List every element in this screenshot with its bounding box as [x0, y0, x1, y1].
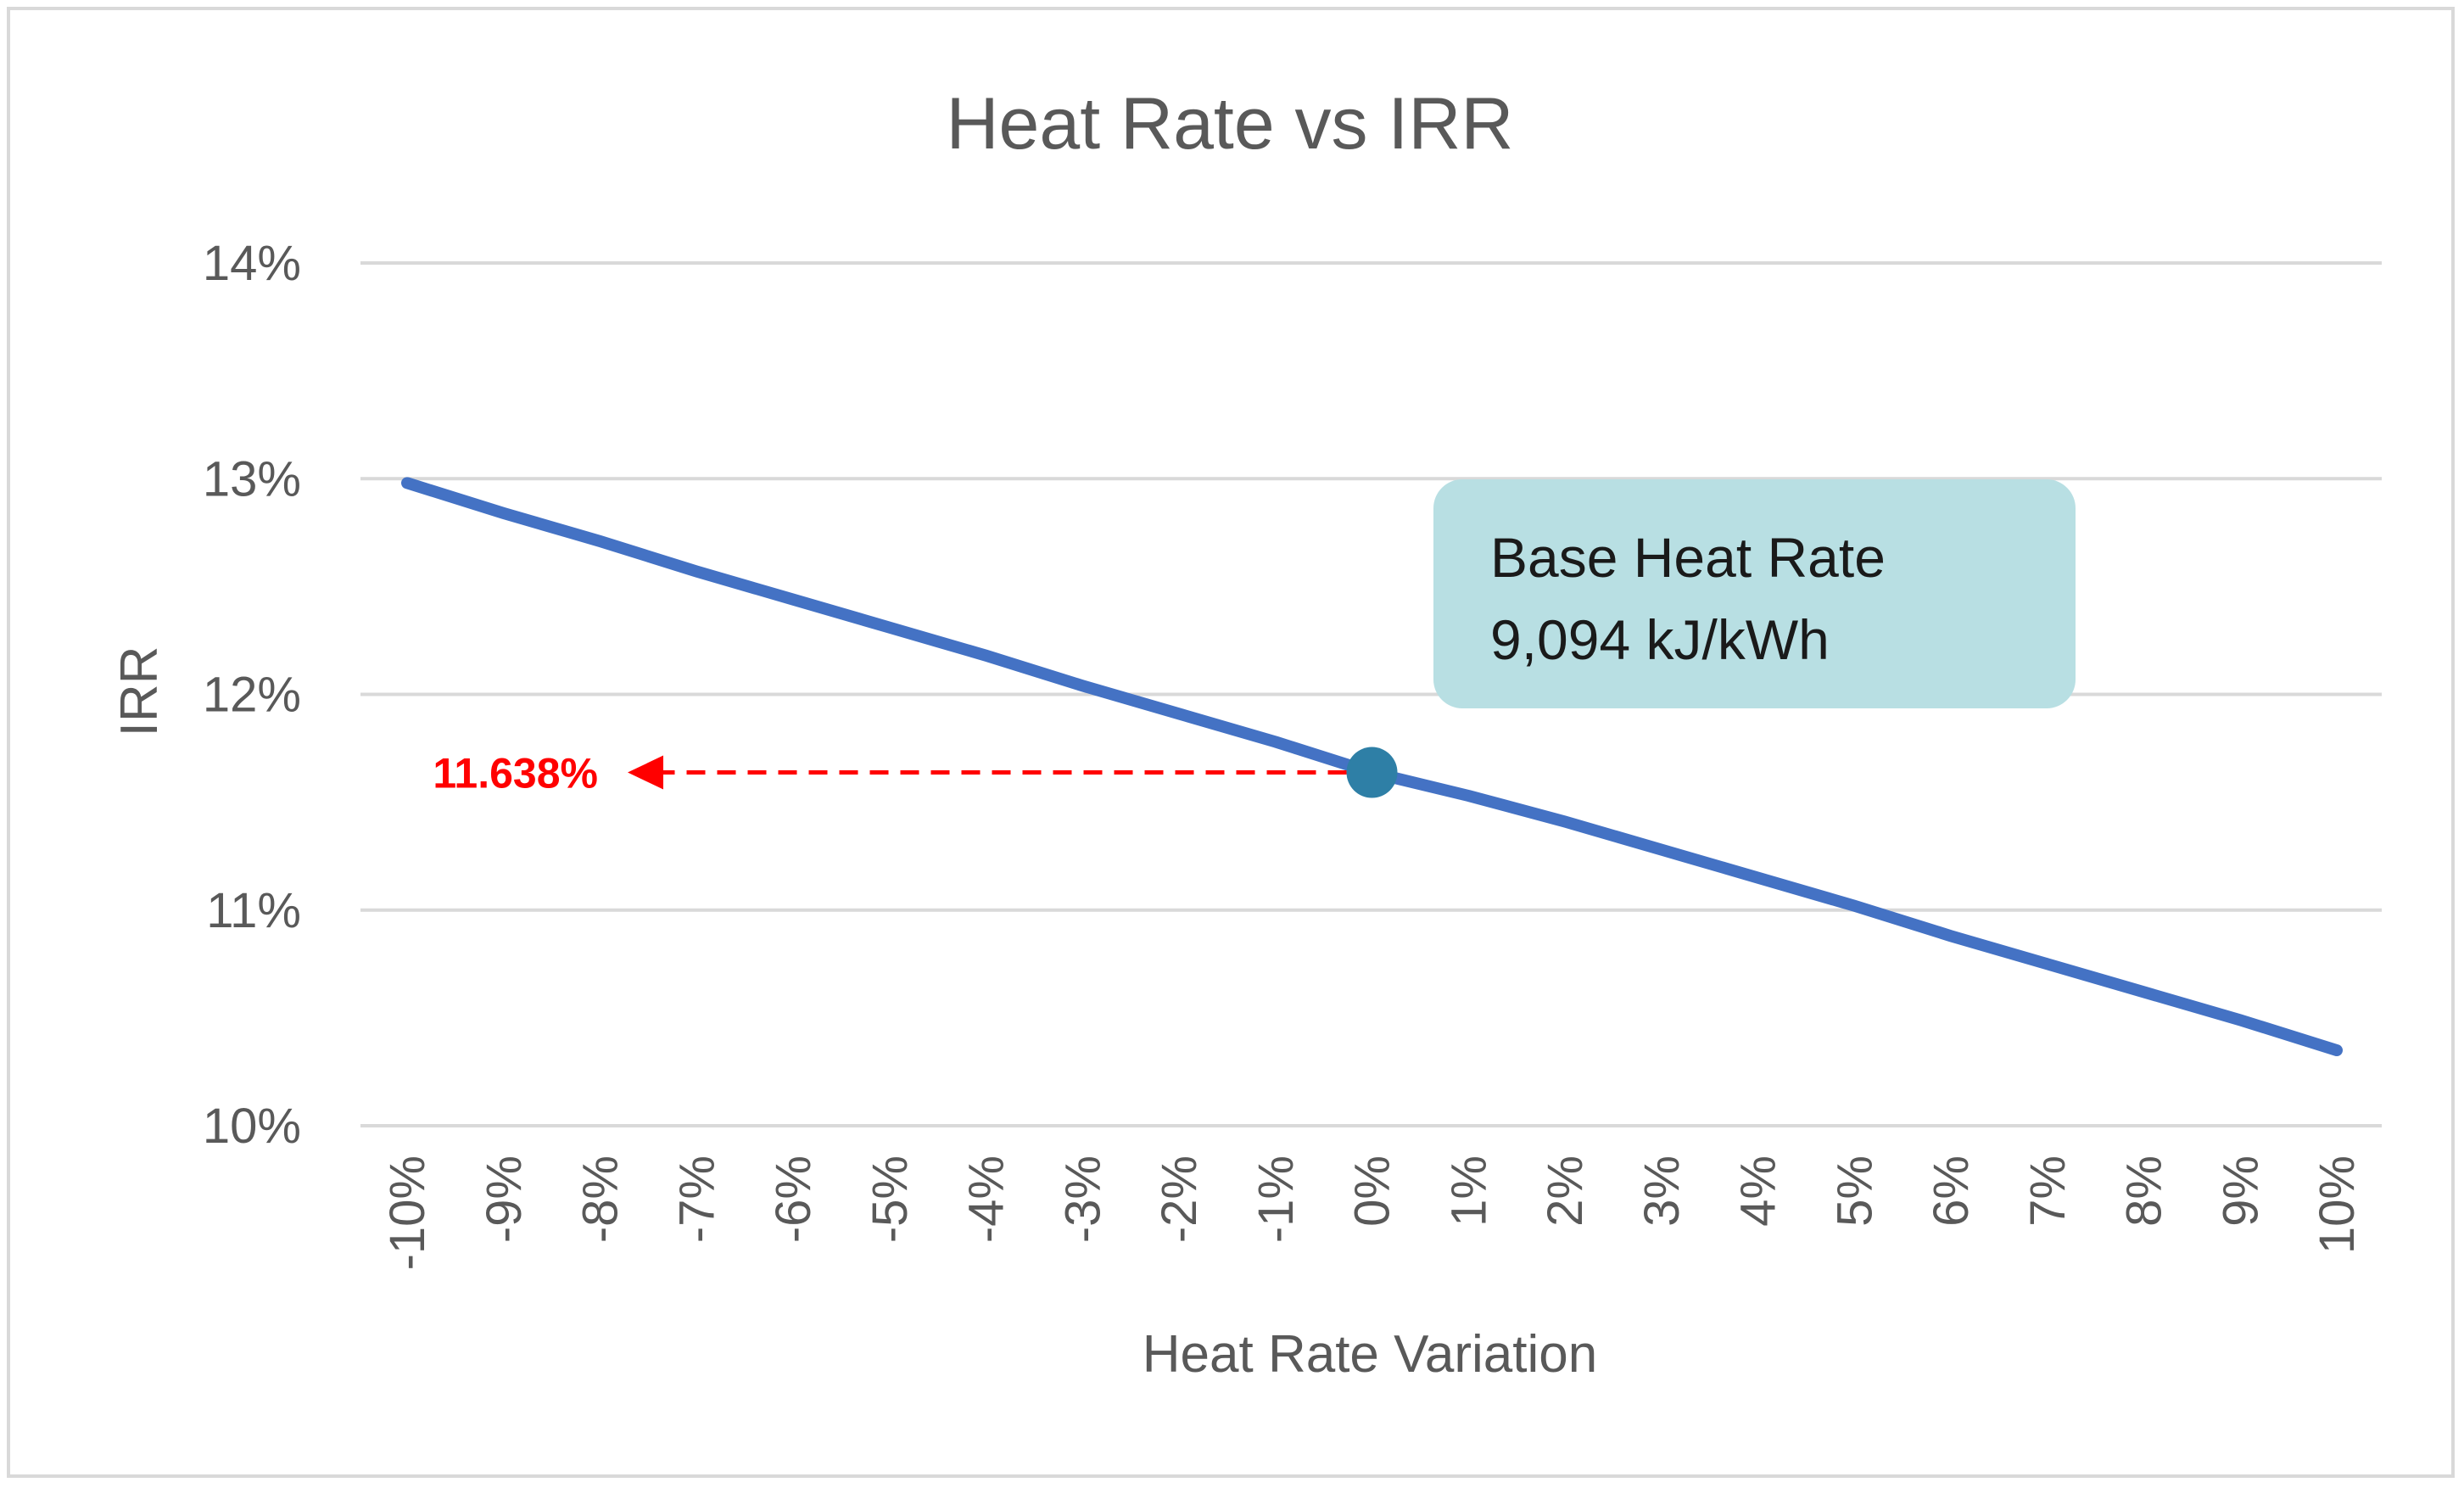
x-tick-label: -3% — [1055, 1155, 1110, 1243]
arrow-left-icon — [628, 755, 663, 790]
x-tick-label: -2% — [1152, 1155, 1207, 1243]
callout-box — [1433, 479, 2076, 708]
x-tick-label: 2% — [1538, 1155, 1593, 1227]
y-tick-label: 14% — [203, 236, 301, 291]
chart-frame — [7, 7, 2455, 1478]
x-tick-label: 7% — [2020, 1155, 2076, 1227]
x-tick-label: 3% — [1634, 1155, 1690, 1227]
x-tick-label: -6% — [766, 1155, 821, 1243]
x-tick-label: -4% — [959, 1155, 1014, 1243]
x-axis-label: Heat Rate Variation — [1143, 1325, 1597, 1384]
callout-line2: 9,094 kJ/kWh — [1490, 608, 1830, 671]
y-axis-ticks: 10% 11% 12% 13% 14% — [203, 236, 301, 1154]
callout: Base Heat Rate 9,094 kJ/kWh — [1433, 479, 2076, 708]
y-tick-label: 11% — [206, 883, 301, 938]
x-tick-label: 5% — [1827, 1155, 1882, 1227]
x-tick-label: 10% — [2310, 1155, 2365, 1254]
y-tick-label: 12% — [203, 668, 301, 723]
x-tick-label: -8% — [573, 1155, 629, 1243]
y-tick-label: 10% — [203, 1099, 301, 1154]
x-tick-label: 1% — [1441, 1155, 1496, 1227]
x-tick-label: 4% — [1731, 1155, 1786, 1227]
base-point-marker — [1346, 747, 1398, 798]
callout-line1: Base Heat Rate — [1490, 526, 1886, 589]
x-tick-label: 0% — [1345, 1155, 1400, 1227]
x-tick-label: -7% — [669, 1155, 724, 1243]
x-tick-label: -9% — [477, 1155, 532, 1243]
x-tick-label: -5% — [863, 1155, 918, 1243]
x-tick-label: 9% — [2213, 1155, 2268, 1227]
y-tick-label: 13% — [203, 451, 301, 506]
x-tick-label: -1% — [1249, 1155, 1304, 1243]
chart-title: Heat Rate vs IRR — [946, 83, 1513, 165]
x-tick-label: -10% — [380, 1155, 435, 1270]
reference-group: 11.638% — [433, 750, 1347, 797]
y-axis-label: IRR — [110, 646, 169, 737]
x-axis-ticks: -10% -9% -8% -7% -6% -5% -4% -3% -2% -1% 0% 1% 2% 3% 4… — [380, 1155, 2365, 1270]
reference-value-label: 11.638% — [433, 750, 598, 797]
x-tick-label: 6% — [1924, 1155, 1979, 1227]
gridlines — [360, 261, 2382, 1127]
x-tick-label: 8% — [2117, 1155, 2172, 1227]
